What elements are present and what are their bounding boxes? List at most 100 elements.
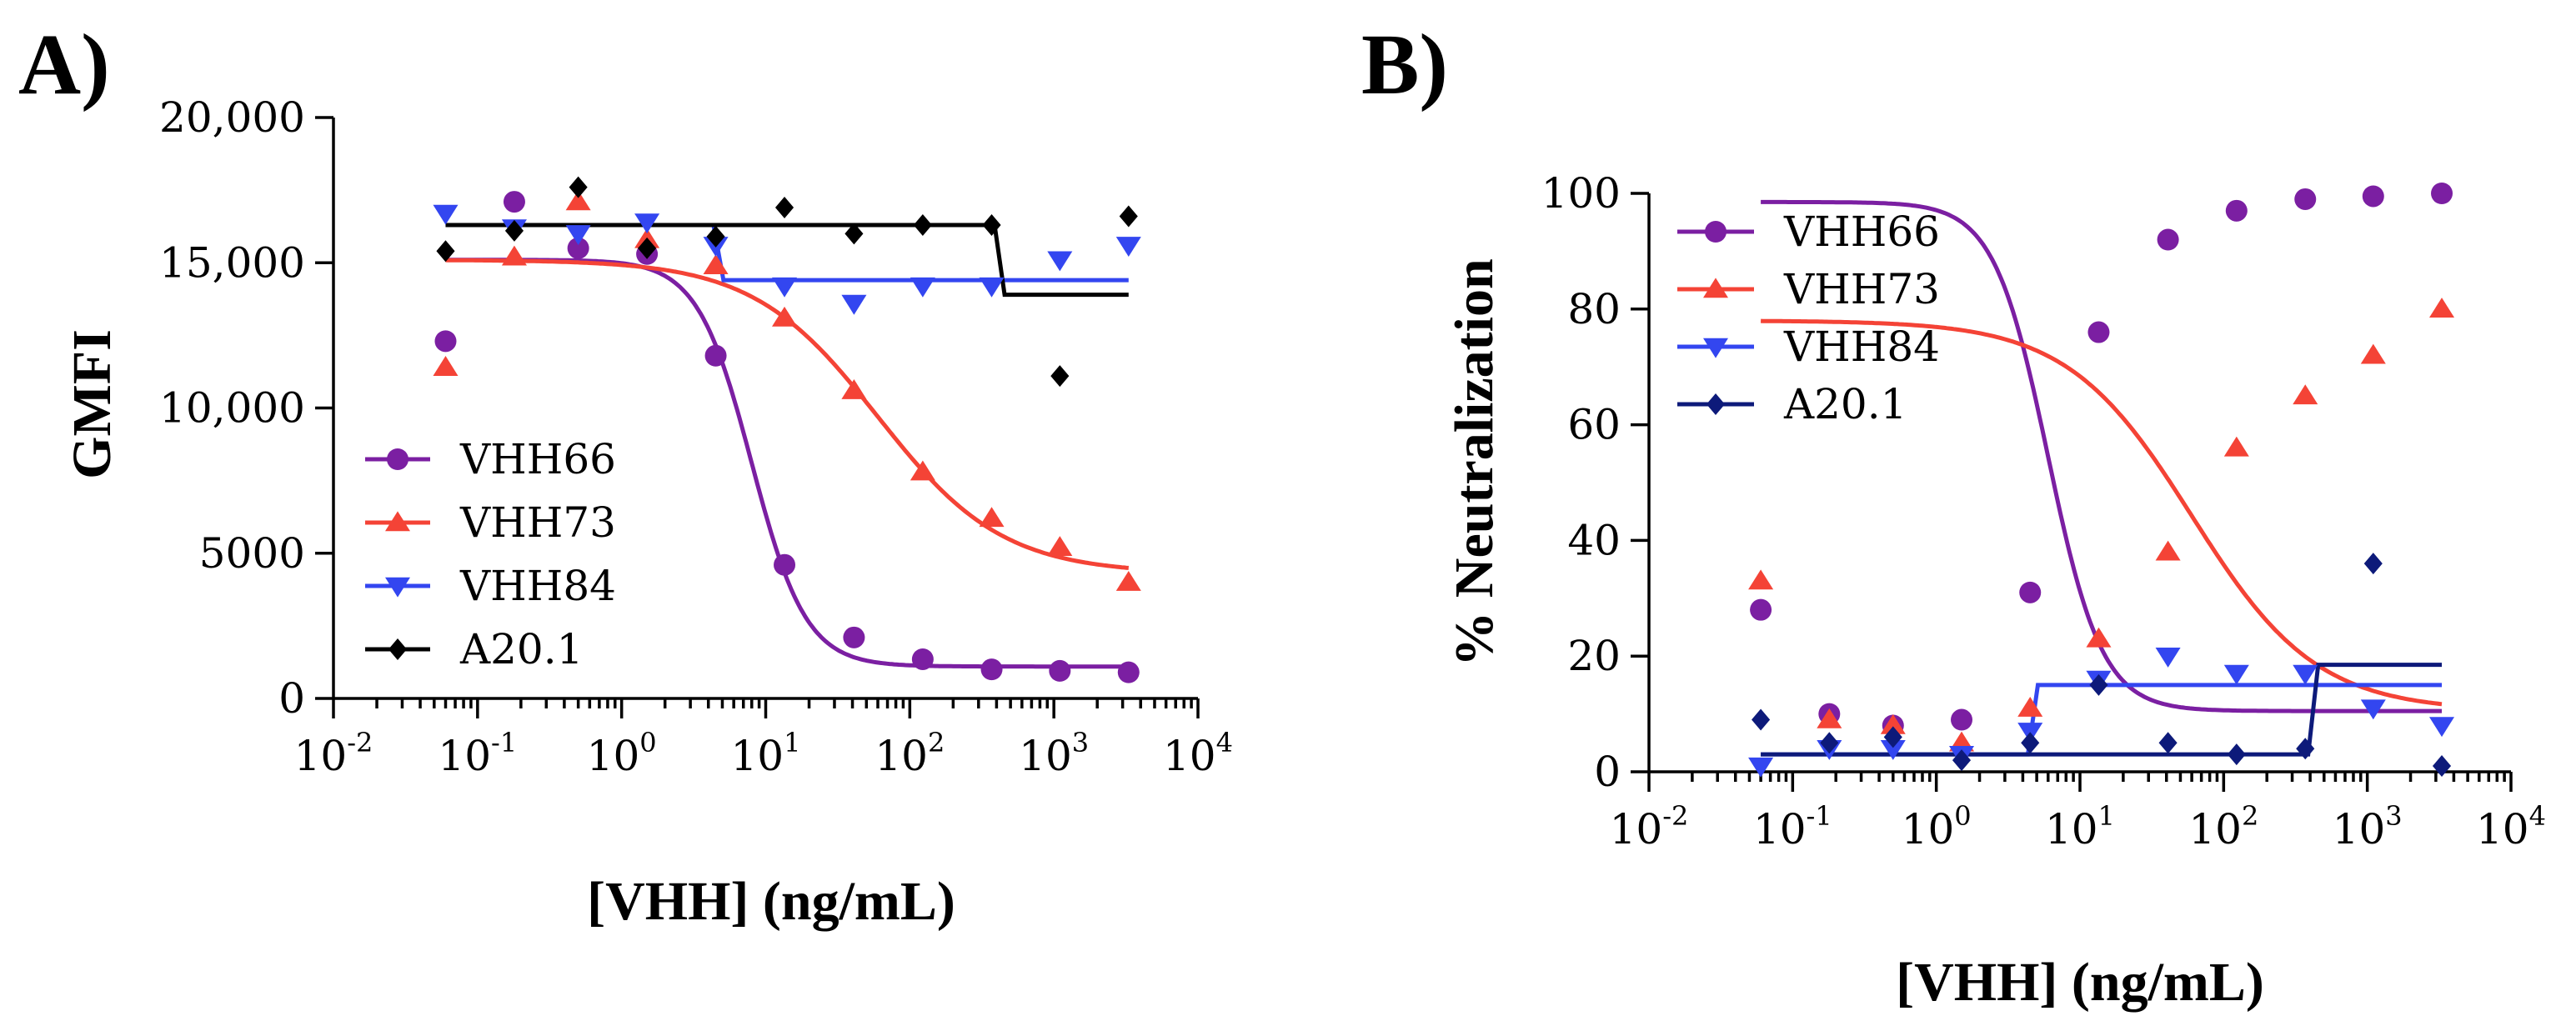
panel-b-legend-marker: [1702, 338, 1729, 358]
panel-b-point-a201: [1820, 732, 1839, 754]
panel-a-point-vhh84: [772, 277, 798, 298]
panel-b-ytick-label: 20: [1567, 632, 1621, 680]
panel-a-point-a201: [913, 213, 932, 236]
panel-a-legend-label: VHH84: [459, 562, 616, 610]
panel-a-point-vhh84: [433, 204, 459, 225]
panel-b-label: B): [1361, 17, 1448, 113]
panel-a-point-vhh73: [772, 306, 798, 327]
panel-a-point-vhh84: [979, 277, 1005, 298]
panel-a-point-vhh66: [1049, 659, 1071, 682]
panel-b-point-vhh84: [2429, 717, 2455, 738]
panel-b-xlabel: [VHH] (ng/mL): [1896, 952, 2264, 1013]
panel-b-legend-marker: [1706, 393, 1726, 415]
panel-b-point-vhh84: [2155, 647, 2181, 668]
panel-b-ytick-label: 80: [1567, 285, 1621, 333]
panel-a-point-vhh73: [910, 460, 935, 481]
panel-a-point-vhh73: [565, 190, 591, 211]
panel-a-legend-label: A20.1: [459, 625, 583, 673]
panel-a-xtick-label: 104: [1163, 727, 1233, 780]
panel-a-xtick-label: 100: [587, 727, 657, 780]
panel-b-point-vhh73: [2086, 627, 2112, 648]
panel-a-legend: VHH66 VHH73 VHH84 A20.1: [365, 435, 616, 673]
panel-a-fit-a201: [445, 223, 1129, 298]
panel-b-point-vhh73: [2017, 697, 2043, 717]
panel-a-xtick-label: 10-2: [294, 727, 373, 780]
panel-b-legend-label: VHH66: [1783, 208, 1940, 256]
panel-b-fit-vhh66: [1761, 199, 2442, 713]
panel-b-legend-marker: [1705, 221, 1727, 243]
panel-a-point-vhh66: [434, 330, 457, 353]
panel-b-point-vhh66: [1951, 708, 1973, 731]
panel-a-point-a201: [982, 213, 1001, 236]
panel-a-legend-marker: [384, 577, 411, 598]
panel-a-ytick-label: 10,000: [159, 384, 305, 433]
panel-b-point-vhh73: [2429, 298, 2455, 318]
panel-b-legend-label: VHH84: [1783, 323, 1940, 371]
panel-b-xtick-label: 10-1: [1753, 800, 1832, 853]
panel-b-point-vhh73: [2360, 343, 2386, 364]
panel-a-ytick-label: 20,000: [159, 93, 305, 142]
panel-b-point-vhh66: [2225, 199, 2248, 222]
panel-a-point-vhh84: [1047, 251, 1073, 272]
panel-a-point-vhh84: [565, 225, 591, 246]
panel-a-point-vhh66: [503, 191, 525, 213]
panel-a-point-vhh73: [979, 507, 1005, 528]
panel-b-point-vhh84: [2360, 699, 2386, 720]
panel-a-xtick-label: 101: [731, 727, 801, 780]
panel-b-xtick-label: 100: [1902, 800, 1972, 853]
panel-a-label: A): [18, 17, 110, 113]
panel-b-point-a201: [1752, 708, 1771, 731]
panel-b-ytick-label: 0: [1594, 748, 1621, 796]
panel-a-point-a201: [706, 225, 725, 248]
panel-b-point-a201: [2227, 743, 2246, 766]
panel-a-point-vhh73: [703, 254, 729, 274]
panel-b-fit-a201: [1761, 663, 2443, 757]
panel-b-point-vhh66: [2087, 321, 2110, 343]
panel-b-legend-label: A20.1: [1783, 380, 1907, 428]
panel-a-point-vhh66: [843, 626, 865, 648]
panel-a-point-vhh66: [704, 344, 727, 367]
panel-a-point-vhh84: [634, 213, 660, 234]
panel-b-xtick-label: 101: [2045, 800, 2115, 853]
panel-a-point-vhh66: [911, 648, 934, 670]
panel-b-point-vhh73: [2223, 436, 2249, 457]
panel-b-legend-marker: [1702, 278, 1729, 298]
panel-b-legend-label: VHH73: [1783, 265, 1940, 313]
panel-b-point-vhh84: [2293, 664, 2318, 685]
panel-a-point-a201: [844, 223, 864, 245]
panel-a-point-vhh66: [980, 658, 1003, 681]
panel-b-point-vhh84: [1748, 757, 1774, 778]
panel-a-legend-marker: [384, 511, 411, 532]
panel-b-point-a201: [2363, 553, 2383, 575]
panel-a-legend-marker: [387, 448, 408, 470]
panel-b-point-vhh73: [1817, 708, 1842, 728]
panel-a-point-a201: [774, 197, 794, 219]
panel-a-ylabel: GMFI: [62, 329, 123, 479]
panel-a-xtick-label: 102: [875, 727, 945, 780]
panel-b-ytick-label: 40: [1567, 516, 1621, 564]
panel-b-point-a201: [2021, 732, 2040, 754]
panel-a-point-vhh66: [567, 237, 589, 259]
panel-a-ytick-label: 5000: [199, 529, 305, 578]
panel-b-xtick-label: 102: [2188, 800, 2258, 853]
panel-b-ylabel: % Neutralization: [1444, 258, 1505, 666]
panel-b-point-vhh66: [2157, 228, 2179, 251]
panel-a-legend-label: VHH73: [459, 498, 616, 547]
panel-a-point-a201: [1119, 205, 1138, 228]
panel-b-point-a201: [2296, 738, 2315, 760]
panel-a-legend-label: VHH66: [459, 435, 616, 483]
panel-b-point-vhh84: [2223, 664, 2249, 685]
panel-a-point-a201: [638, 237, 657, 259]
panel-a-point-vhh84: [910, 277, 935, 298]
panel-a-point-a201: [1050, 365, 1070, 388]
panel-b-point-vhh73: [2293, 384, 2318, 405]
panel-a-point-a201: [569, 176, 588, 198]
panel-b-point-a201: [1883, 726, 1902, 748]
panel-a-legend-marker: [388, 638, 408, 660]
panel-a-xtick-label: 103: [1019, 727, 1089, 780]
panel-a-point-vhh73: [1115, 570, 1141, 591]
panel-a-point-vhh73: [841, 378, 867, 399]
panel-b-point-vhh66: [2019, 581, 2042, 603]
